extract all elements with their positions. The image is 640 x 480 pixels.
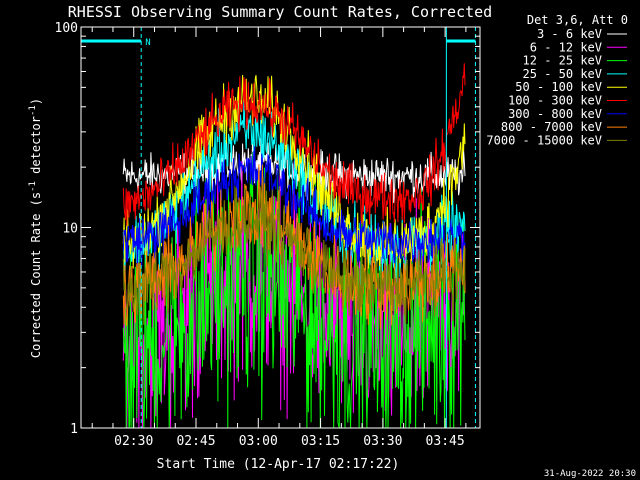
y-axis-label-mid: detector xyxy=(29,116,43,181)
legend-label: 12 - 25 keV xyxy=(523,54,602,68)
y-tick-label: 100 xyxy=(55,21,78,36)
legend-label: 7000 - 15000 keV xyxy=(486,133,602,147)
y-tick-label: 10 xyxy=(62,222,78,237)
x-tick-label: 03:00 xyxy=(239,434,278,449)
footer-timestamp: 31-Aug-2022 20:30 xyxy=(544,469,636,479)
legend-title: Det 3,6, Att 0 xyxy=(527,13,628,27)
series-line-7 xyxy=(122,164,466,330)
legend-label: 50 - 100 keV xyxy=(515,80,602,94)
y-tick-label: 1 xyxy=(70,422,78,437)
axes: 1 10 100 02:30 02:45 03:00 03:15 03:30 03:45 xyxy=(55,21,480,449)
plot-area: N 1 10 100 02:30 02:45 03:00 03:15 03:30 03:45 xyxy=(55,21,481,449)
night-marker-label: N xyxy=(145,38,150,48)
series-layer xyxy=(122,63,466,429)
series-line-2 xyxy=(122,151,466,429)
legend-label: 300 - 800 keV xyxy=(508,107,602,121)
legend-label: 3 - 6 keV xyxy=(537,27,602,41)
x-tick-label: 03:15 xyxy=(301,434,340,449)
legend-label: 6 - 12 keV xyxy=(530,40,602,54)
series-line-6 xyxy=(122,146,466,268)
series-line-5 xyxy=(122,63,466,226)
y-axis-label-sup2: -1 xyxy=(28,105,38,116)
legend-label: 800 - 7000 keV xyxy=(501,120,602,134)
legend-label: 25 - 50 keV xyxy=(523,67,602,81)
legend-label: 100 - 300 keV xyxy=(508,94,602,108)
x-tick-label: 03:30 xyxy=(363,434,402,449)
chart-title: RHESSI Observing Summary Count Rates, Co… xyxy=(68,3,492,21)
series-line-8 xyxy=(122,177,466,325)
x-tick-label: 02:30 xyxy=(114,434,153,449)
y-axis-label-main: Corrected Count Rate (s xyxy=(29,192,43,358)
x-axis-label: Start Time (12-Apr-17 02:17:22) xyxy=(157,457,400,472)
x-tick-label: 03:45 xyxy=(426,434,465,449)
y-axis-label-sup1: -1 xyxy=(28,181,38,192)
x-tick-label: 02:45 xyxy=(176,434,215,449)
y-axis-label-end: ) xyxy=(29,98,43,105)
orbit-markers: N xyxy=(81,27,476,428)
y-axis-label: Corrected Count Rate (s-1 detector-1) xyxy=(28,98,43,358)
